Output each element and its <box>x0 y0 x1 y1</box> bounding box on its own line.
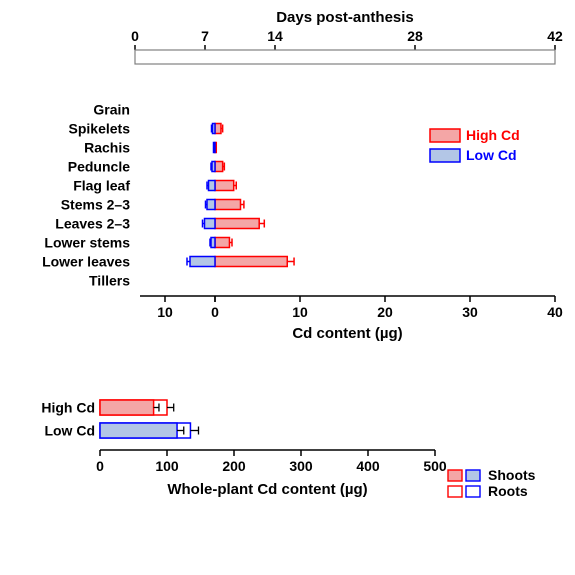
timeline-title: Days post-anthesis <box>276 9 414 26</box>
bar-low <box>214 143 216 153</box>
legend-shoots-high <box>448 470 462 481</box>
wp-category-label: Low Cd <box>44 423 95 439</box>
bar-low <box>190 257 215 267</box>
category-label: Tillers <box>89 273 130 289</box>
timeline-tick-label: 14 <box>267 28 283 44</box>
timeline-tick-label: 0 <box>131 28 139 44</box>
bar-high <box>215 238 229 248</box>
x-tick-label: 10 <box>292 304 308 320</box>
category-label: Peduncle <box>68 159 130 175</box>
wp-x-tick-label: 300 <box>289 458 313 474</box>
category-label: Grain <box>93 102 130 118</box>
bar-low <box>212 162 215 172</box>
legend-swatch <box>430 129 460 142</box>
legend-roots-high <box>448 486 462 497</box>
legend-roots-label: Roots <box>488 483 528 499</box>
bar-low <box>213 124 216 134</box>
wholeplant-chart: High Cd Low Cd 0 100 200 300 400 500 Whole-plant… <box>41 400 535 500</box>
category-label: Flag leaf <box>73 178 130 194</box>
x-tick-label: 30 <box>462 304 478 320</box>
legend-shoots-label: Shoots <box>488 467 536 483</box>
organ-cd-chart: Grain Spikelets Rachis Peduncle Flag leaf Ste… <box>42 102 563 343</box>
bar-high <box>215 162 223 172</box>
timeline: Days post-anthesis 0 7 14 28 42 <box>131 9 563 64</box>
bar-high <box>215 200 241 210</box>
wp-x-tick-label: 500 <box>423 458 447 474</box>
wp-x-label: Whole-plant Cd content (µg) <box>167 481 367 498</box>
x-tick-label: 20 <box>377 304 393 320</box>
bar-shoots <box>100 400 154 415</box>
legend: High Cd Low Cd <box>430 127 520 163</box>
x-tick-label: 40 <box>547 304 563 320</box>
category-label: Stems 2–3 <box>61 197 130 213</box>
category-label: Spikelets <box>69 121 131 137</box>
legend-roots-low <box>466 486 480 497</box>
bar-high <box>215 181 234 191</box>
bar-low <box>205 219 216 229</box>
bar-high <box>215 124 221 134</box>
bar-low <box>207 200 215 210</box>
legend-label: Low Cd <box>466 147 517 163</box>
wp-x-tick-label: 200 <box>222 458 246 474</box>
wp-x-tick-label: 400 <box>356 458 380 474</box>
x-tick-label: 0 <box>211 304 219 320</box>
bar-low <box>209 181 216 191</box>
wp-x-tick-label: 0 <box>96 458 104 474</box>
x-axis-label: Cd content (µg) <box>292 325 402 342</box>
legend-label: High Cd <box>466 127 520 143</box>
category-label: Lower stems <box>44 235 130 251</box>
timeline-tick-label: 28 <box>407 28 423 44</box>
legend-shoots-low <box>466 470 480 481</box>
timeline-range-bar <box>135 50 555 64</box>
timeline-tick-label: 42 <box>547 28 563 44</box>
wp-category-label: High Cd <box>41 400 95 416</box>
bar-high <box>215 257 287 267</box>
bar-low <box>211 238 215 248</box>
legend-swatch <box>430 149 460 162</box>
category-label: Leaves 2–3 <box>55 216 130 232</box>
category-label: Lower leaves <box>42 254 130 270</box>
bar-high <box>215 219 259 229</box>
x-tick-label: 10 <box>157 304 173 320</box>
bar-shoots <box>100 423 177 438</box>
timeline-tick-label: 7 <box>201 28 209 44</box>
wp-legend: ShootsRoots <box>448 467 536 499</box>
category-label: Rachis <box>84 140 130 156</box>
wp-x-tick-label: 100 <box>155 458 179 474</box>
